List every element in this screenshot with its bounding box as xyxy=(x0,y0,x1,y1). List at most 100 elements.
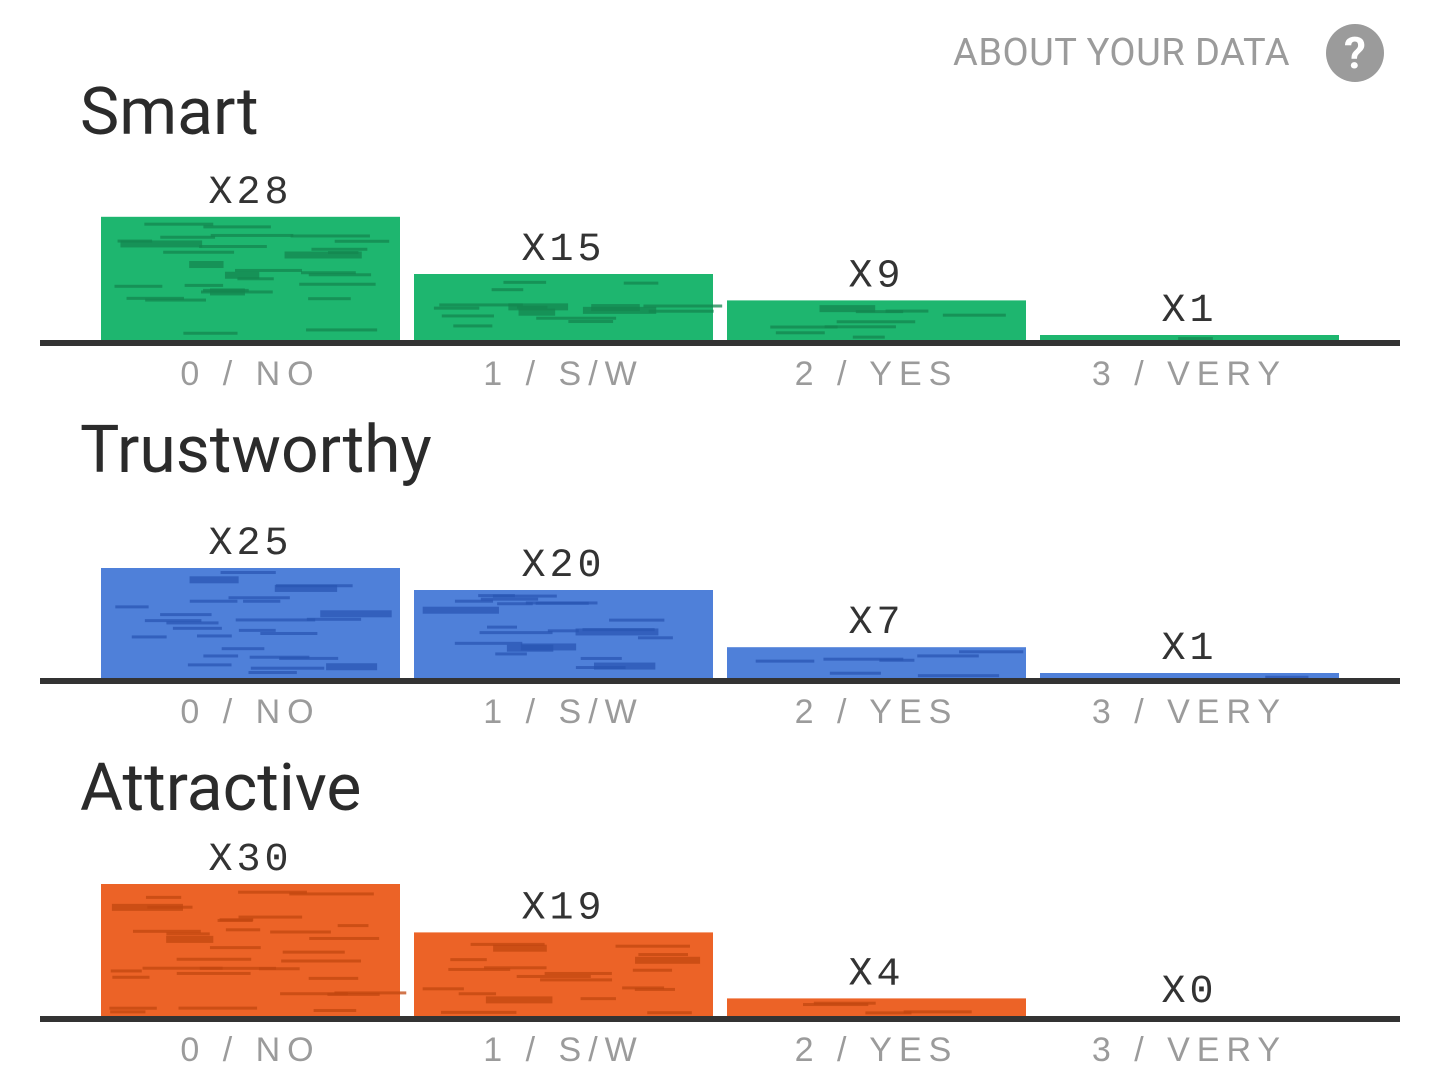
bar-texture xyxy=(199,966,277,970)
bar-texture xyxy=(623,281,659,285)
bar[interactable] xyxy=(727,300,1026,340)
category-label: 1 / S/W xyxy=(483,1031,643,1069)
bar-texture xyxy=(334,239,390,243)
bar-texture xyxy=(243,599,281,603)
bar-texture xyxy=(117,239,153,243)
bar-texture xyxy=(634,987,675,991)
bar-count-label: X0 xyxy=(1161,970,1217,1015)
bar-group: X9 2 / YES xyxy=(727,254,1026,393)
bar-texture xyxy=(823,657,904,661)
about-your-data-link[interactable]: ABOUT YOUR DATA xyxy=(953,31,1290,75)
chart-title-smart: Smart xyxy=(80,74,259,151)
bar-texture xyxy=(525,601,598,605)
bar-texture xyxy=(114,284,163,288)
bar-texture xyxy=(235,618,316,622)
bar-texture xyxy=(503,280,547,284)
bar-texture xyxy=(145,298,206,302)
bar-texture xyxy=(166,621,219,625)
bar-texture xyxy=(829,671,881,675)
bar-texture xyxy=(484,966,547,970)
bar-texture xyxy=(145,895,182,899)
bar-texture xyxy=(536,316,617,320)
bar-texture xyxy=(238,628,276,632)
bar-texture xyxy=(166,932,210,936)
bar-group: X0 3 / VERY xyxy=(1092,970,1280,1069)
about-your-data[interactable]: ABOUT YOUR DATA ? xyxy=(953,24,1384,82)
bar-texture xyxy=(176,971,251,975)
category-label: 0 / NO xyxy=(180,1031,320,1069)
bar-count-label: X20 xyxy=(521,544,605,589)
category-label: 1 / S/W xyxy=(483,693,643,731)
baseline-axis xyxy=(40,1016,1400,1022)
bar-texture xyxy=(1178,337,1213,341)
bar-texture xyxy=(635,956,701,964)
bar-texture xyxy=(575,666,626,670)
bar-texture xyxy=(326,663,378,671)
bar-texture xyxy=(196,634,232,638)
bar-texture xyxy=(110,969,142,973)
bar-texture xyxy=(274,584,338,592)
bar-texture xyxy=(183,331,238,335)
bar-texture xyxy=(260,631,318,635)
baseline-axis xyxy=(40,678,1400,684)
bar-texture xyxy=(228,596,290,600)
bar-texture xyxy=(220,571,276,575)
bar-texture xyxy=(480,597,539,601)
bar[interactable] xyxy=(101,568,400,678)
bar-texture xyxy=(115,605,149,609)
bar-texture xyxy=(486,625,517,629)
bar-texture xyxy=(284,251,362,259)
bar-texture xyxy=(109,1006,157,1010)
bar-texture xyxy=(235,268,302,272)
bar-count-label: X15 xyxy=(521,228,605,273)
bar-texture xyxy=(450,958,487,962)
bar-texture xyxy=(885,309,929,313)
category-label: 0 / NO xyxy=(180,355,320,393)
bar-texture xyxy=(110,1010,146,1014)
bar-texture xyxy=(238,890,307,894)
bar-texture xyxy=(547,629,579,633)
category-label: 0 / NO xyxy=(180,693,320,731)
bar-texture xyxy=(755,659,815,663)
bar[interactable] xyxy=(1040,673,1339,678)
bar-group: X1 3 / VERY xyxy=(1040,289,1339,393)
bar-texture xyxy=(308,976,359,980)
question-mark-icon[interactable]: ? xyxy=(1326,24,1384,82)
category-label: 2 / YES xyxy=(795,355,959,393)
bar-count-label: X25 xyxy=(208,522,292,567)
bar-texture xyxy=(280,992,348,996)
bar-count-label: X1 xyxy=(1161,627,1217,672)
bar-texture xyxy=(258,967,300,971)
chart-smart: X28 0 / NO X15 1 / S/W X9 2 / YES X1 3 / VERY xyxy=(40,171,1400,393)
bar-count-label: X28 xyxy=(208,171,292,216)
bar-texture xyxy=(308,273,372,277)
bar-texture xyxy=(454,599,494,603)
bar-texture xyxy=(643,304,723,308)
bar-count-label: X30 xyxy=(208,838,292,883)
bar-texture xyxy=(203,654,239,658)
bar-texture xyxy=(308,297,351,301)
category-label: 1 / S/W xyxy=(483,355,643,393)
bar-texture xyxy=(637,636,673,640)
bar-texture xyxy=(337,924,369,928)
bar-texture xyxy=(439,303,523,307)
bar-texture xyxy=(648,309,714,313)
bar-texture xyxy=(770,325,838,329)
bar-group: X15 1 / S/W xyxy=(414,228,723,393)
bar-texture xyxy=(491,288,524,292)
baseline-axis xyxy=(40,340,1400,346)
bar-texture xyxy=(959,650,1024,654)
bar-texture xyxy=(126,296,184,300)
bar-texture xyxy=(852,335,885,339)
bar-texture xyxy=(582,628,655,632)
bar-group: X19 1 / S/W xyxy=(414,886,713,1069)
bar-texture xyxy=(580,656,622,660)
bar-texture xyxy=(448,967,511,971)
bar-texture xyxy=(219,918,254,922)
bar[interactable] xyxy=(101,884,400,1016)
bar-texture xyxy=(184,283,224,287)
bar-count-label: X7 xyxy=(848,601,904,646)
bar-texture xyxy=(131,635,167,639)
bar-texture xyxy=(189,576,239,584)
category-label: 3 / VERY xyxy=(1092,693,1287,731)
